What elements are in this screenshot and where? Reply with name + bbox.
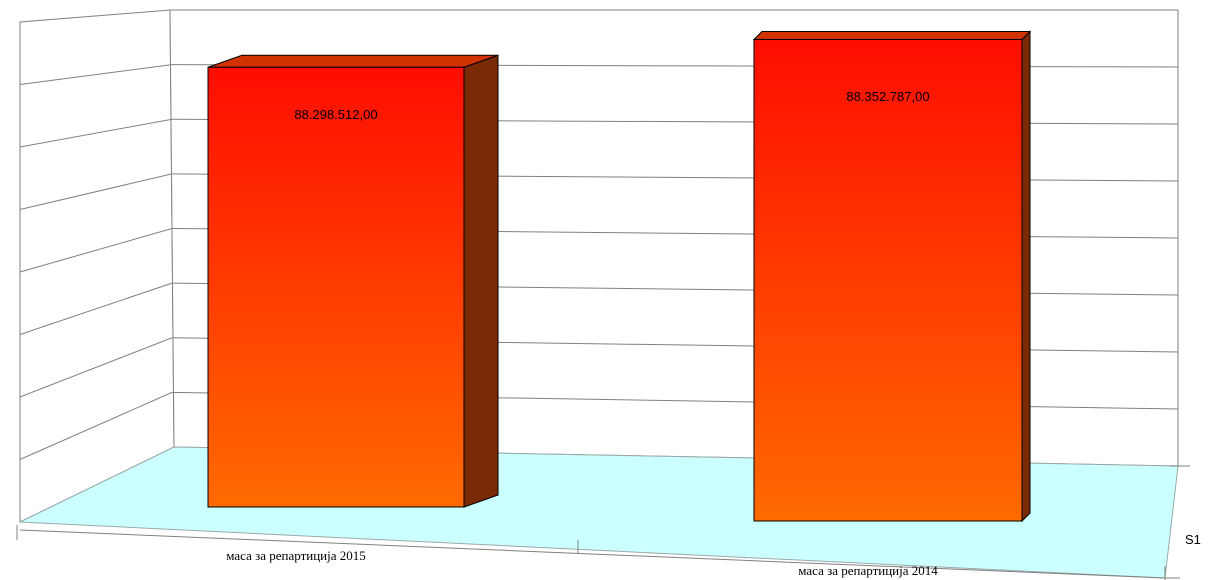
bars: 88.298.512,00 88.352.787,00 xyxy=(207,30,1032,523)
bar-top xyxy=(207,54,499,68)
gridline-left xyxy=(19,64,173,85)
data-label: 88.352.787,00 xyxy=(846,89,929,104)
axes xyxy=(16,465,1190,580)
category-label-2014: маса за репартиција 2014 xyxy=(798,563,938,578)
bar-side xyxy=(1021,30,1031,523)
category-label-2015: маса за репартиција 2015 xyxy=(226,548,366,563)
bar-side xyxy=(463,54,499,508)
gridline-left xyxy=(19,391,173,460)
bar: 88.352.787,00 xyxy=(752,30,1032,523)
gridline-left xyxy=(19,228,173,273)
gridline-left xyxy=(19,118,173,148)
gridline-left xyxy=(19,173,173,210)
gridline-left xyxy=(19,337,173,398)
data-label: 88.298.512,00 xyxy=(294,107,377,122)
gridline-left xyxy=(19,282,173,335)
bar-top xyxy=(752,30,1032,40)
bar: 88.298.512,00 xyxy=(207,54,499,508)
series-axis-label: S1 xyxy=(1185,532,1201,547)
left-wall xyxy=(19,9,175,523)
bar-front xyxy=(753,38,1023,522)
bar-front xyxy=(207,66,465,508)
